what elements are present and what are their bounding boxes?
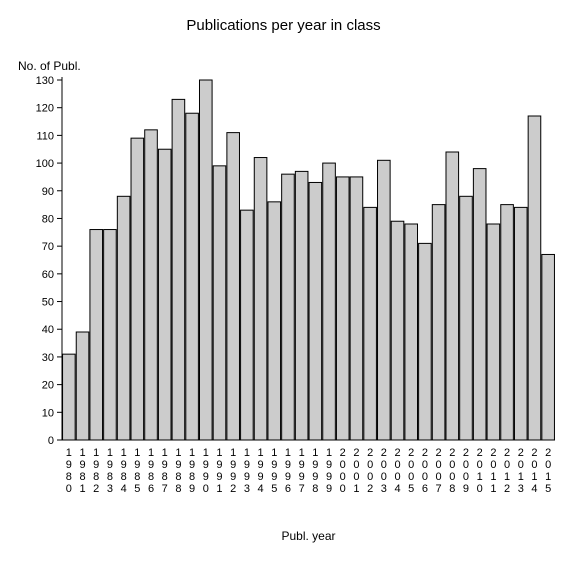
x-tick-label: 1999 — [326, 447, 332, 495]
y-tick-label: 120 — [36, 103, 54, 115]
y-tick-label: 100 — [36, 158, 54, 170]
x-tick-label: 1984 — [121, 447, 127, 495]
bar — [241, 210, 254, 440]
x-axis-label: Publ. year — [281, 529, 335, 543]
y-tick-label: 80 — [42, 213, 54, 225]
x-tick-label: 2006 — [422, 447, 428, 495]
x-tick-label: 1983 — [107, 447, 113, 495]
x-tick-label: 1998 — [312, 447, 318, 495]
bar — [158, 149, 171, 440]
bar — [295, 171, 308, 440]
x-tick-label: 1980 — [66, 447, 72, 495]
chart-title: Publications per year in class — [186, 17, 380, 34]
x-tick-label: 1990 — [203, 447, 209, 495]
x-tick-label: 2009 — [463, 447, 469, 495]
chart-container: Publications per year in class No. of Pub… — [0, 0, 567, 567]
x-tick-label: 2001 — [353, 447, 359, 495]
bar — [213, 166, 226, 440]
bar — [487, 224, 500, 440]
x-tick-label: 1996 — [285, 447, 291, 495]
bar — [76, 332, 89, 440]
bar — [172, 99, 185, 440]
y-tick-label: 70 — [42, 241, 54, 253]
bar — [542, 254, 555, 440]
bar — [131, 138, 144, 440]
y-axis-label: No. of Publ. — [18, 59, 81, 73]
x-tick-label: 2011 — [490, 447, 496, 495]
x-tick-label: 1981 — [79, 447, 85, 495]
bar — [514, 207, 527, 440]
bar — [419, 243, 432, 440]
x-tick-label: 1992 — [230, 447, 236, 495]
bar — [268, 202, 281, 440]
bar — [364, 207, 377, 440]
y-tick-label: 110 — [36, 130, 54, 142]
x-tick-label: 1995 — [271, 447, 277, 495]
bar — [186, 113, 199, 440]
y-tick-label: 130 — [36, 75, 54, 87]
x-tick-label: 2012 — [504, 447, 510, 495]
y-tick-label: 10 — [42, 407, 54, 419]
x-tick-label: 1994 — [258, 447, 264, 495]
bar — [282, 174, 295, 440]
bar — [460, 196, 473, 440]
x-tick-label: 2015 — [545, 447, 551, 495]
x-tick-label: 2010 — [477, 447, 483, 495]
x-tick-label: 2013 — [518, 447, 524, 495]
bar — [145, 130, 158, 440]
x-tick-label: 2014 — [531, 447, 537, 495]
bar — [104, 230, 117, 440]
x-tick-label: 1993 — [244, 447, 250, 495]
bar — [117, 196, 130, 440]
y-tick-label: 40 — [42, 324, 54, 336]
bar — [63, 354, 76, 440]
x-tick-label: 1986 — [148, 447, 154, 495]
bar — [309, 182, 322, 440]
x-tick-label: 2002 — [367, 447, 373, 495]
x-tick-label: 1989 — [189, 447, 195, 495]
y-tick-label: 50 — [42, 297, 54, 309]
y-tick-label: 0 — [48, 435, 54, 447]
bar — [446, 152, 459, 440]
x-tick-label: 1997 — [299, 447, 305, 495]
bar — [528, 116, 541, 440]
y-tick-label: 90 — [42, 186, 54, 198]
bar — [323, 163, 336, 440]
bar — [473, 169, 486, 440]
bar — [254, 158, 267, 440]
x-tick-label: 2000 — [340, 447, 346, 495]
bar — [90, 230, 103, 440]
bar — [501, 205, 514, 440]
y-tick-label: 30 — [42, 352, 54, 364]
y-tick-label: 60 — [42, 269, 54, 281]
x-tick-label: 1987 — [162, 447, 168, 495]
x-tick-label: 1988 — [175, 447, 181, 495]
bar — [227, 133, 240, 440]
bar — [199, 80, 212, 440]
x-tick-label: 2003 — [381, 447, 387, 495]
bar — [378, 160, 391, 440]
x-tick-label: 1991 — [216, 447, 222, 495]
bar — [405, 224, 418, 440]
bar-chart: Publications per year in class No. of Pub… — [0, 0, 567, 567]
x-tick-label: 2007 — [436, 447, 442, 495]
bar — [432, 205, 445, 440]
x-tick-label: 2005 — [408, 447, 414, 495]
x-tick-label: 1982 — [93, 447, 99, 495]
x-tick-label: 1985 — [134, 447, 140, 495]
bar — [336, 177, 349, 440]
x-tick-label: 2008 — [449, 447, 455, 495]
bar — [350, 177, 363, 440]
bar — [391, 221, 404, 440]
x-tick-label: 2004 — [394, 447, 400, 495]
y-tick-label: 20 — [42, 380, 54, 392]
